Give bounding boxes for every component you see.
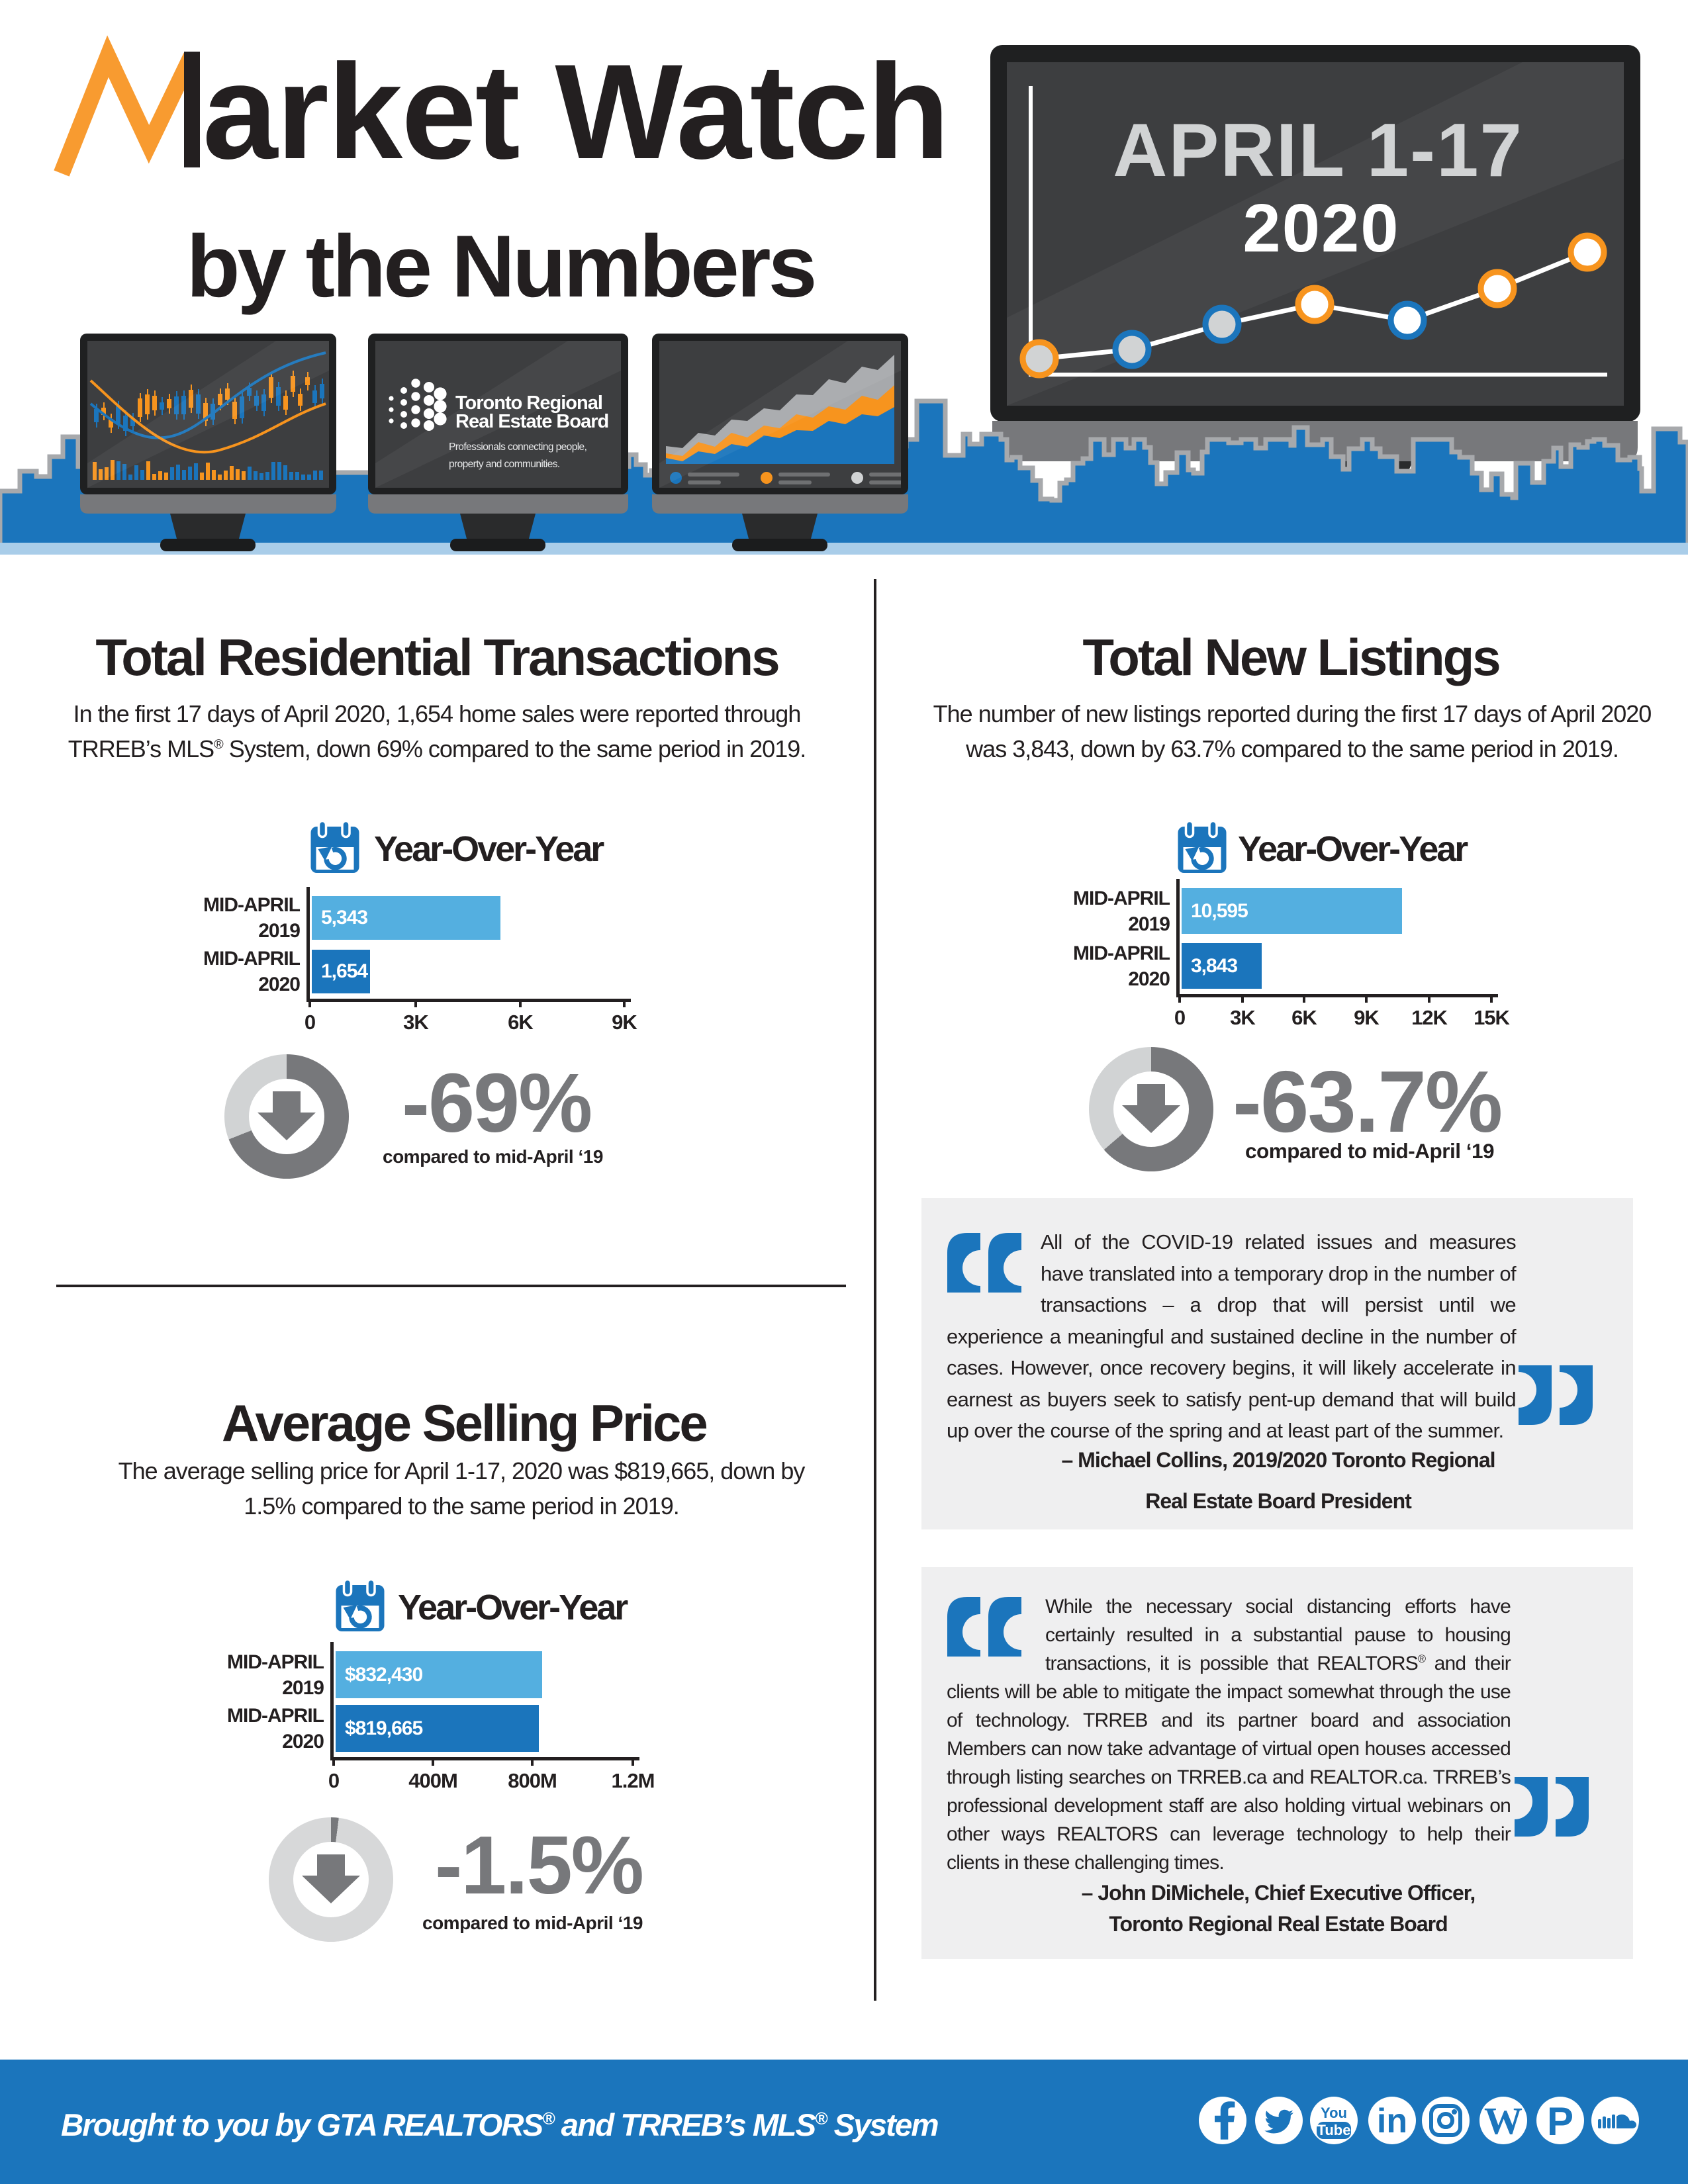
svg-text:W: W	[1484, 2099, 1523, 2142]
svg-text:Professionals connecting peopl: Professionals connecting people,	[449, 441, 586, 453]
svg-text:Tube: Tube	[1317, 2122, 1351, 2138]
svg-text:P: P	[1547, 2099, 1573, 2144]
svg-text:APRIL 1-17: APRIL 1-17	[1113, 109, 1523, 193]
svg-text:Real Estate Board: Real Estate Board	[455, 411, 608, 432]
svg-text:Toronto Regional: Toronto Regional	[455, 392, 602, 414]
svg-text:in: in	[1377, 2102, 1407, 2140]
svg-text:property and communities.: property and communities.	[449, 459, 560, 470]
svg-text:2020: 2020	[1243, 190, 1399, 266]
svg-text:You: You	[1321, 2105, 1347, 2121]
